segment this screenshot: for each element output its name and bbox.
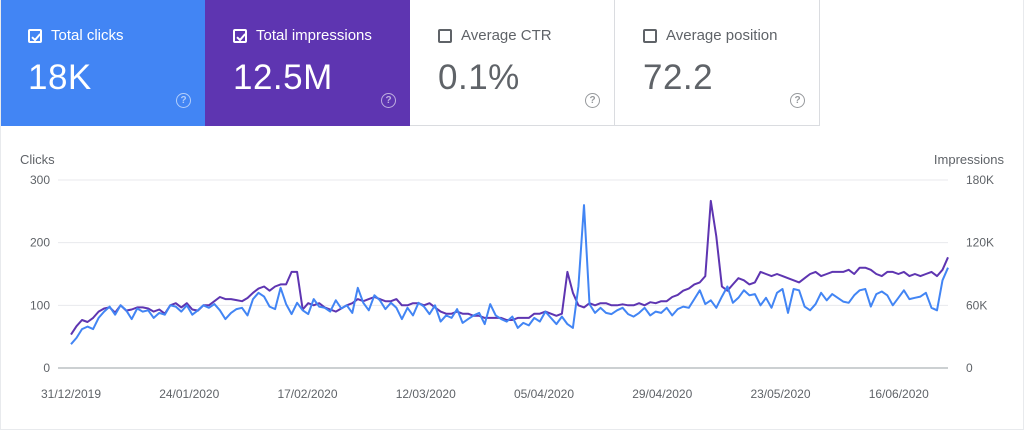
average-ctr-card[interactable]: Average CTR 0.1% ? (410, 0, 615, 126)
y-right-ticks: 0 60K 120K 180K (966, 173, 994, 375)
total-clicks-label: Total clicks (51, 27, 124, 44)
x-tick-label: 31/12/2019 (41, 387, 101, 401)
metric-cards: Total clicks 18K ? Total impressions 12.… (0, 0, 820, 126)
checkbox-checked-icon[interactable] (233, 28, 247, 43)
x-tick-label: 23/05/2020 (750, 387, 810, 401)
total-clicks-card[interactable]: Total clicks 18K ? (0, 0, 205, 126)
help-icon[interactable]: ? (381, 93, 396, 108)
y-right-tick-label: 120K (966, 236, 994, 250)
x-tick-label: 24/01/2020 (159, 387, 219, 401)
total-clicks-value: 18K (28, 58, 92, 97)
checkbox-checked-icon[interactable] (28, 28, 42, 43)
x-ticks: 31/12/2019 24/01/2020 17/02/2020 12/03/2020… (41, 387, 929, 401)
x-tick-label: 17/02/2020 (277, 387, 337, 401)
y-right-axis-label: Impressions (934, 152, 1005, 167)
total-clicks-header: Total clicks (28, 27, 124, 44)
performance-chart[interactable]: Clicks Impressions 0 100 200 300 0 60K 120K 18… (0, 126, 1024, 430)
average-ctr-value: 0.1% (438, 58, 520, 97)
checkbox-unchecked-icon[interactable] (643, 28, 657, 43)
checkbox-unchecked-icon[interactable] (438, 28, 452, 43)
impressions-series-line (70, 199, 949, 336)
series-lines (70, 199, 949, 345)
total-impressions-header: Total impressions (233, 27, 372, 44)
x-tick-label: 29/04/2020 (632, 387, 692, 401)
y-right-tick-label: 180K (966, 173, 994, 187)
help-icon[interactable]: ? (585, 93, 600, 108)
help-icon[interactable]: ? (176, 93, 191, 108)
y-left-axis-label: Clicks (20, 152, 55, 167)
average-position-header: Average position (643, 27, 777, 44)
y-left-tick-label: 200 (30, 236, 50, 250)
total-impressions-label: Total impressions (256, 27, 372, 44)
help-icon[interactable]: ? (790, 93, 805, 108)
y-right-tick-label: 60K (966, 298, 987, 312)
clicks-series-line (70, 204, 949, 345)
average-position-value: 72.2 (643, 58, 714, 97)
y-left-tick-label: 300 (30, 173, 50, 187)
chart-grid (58, 179, 948, 369)
y-left-tick-label: 100 (30, 298, 50, 312)
average-position-label: Average position (666, 27, 778, 44)
average-position-card[interactable]: Average position 72.2 ? (615, 0, 820, 126)
y-left-tick-label: 0 (43, 361, 50, 375)
total-impressions-value: 12.5M (233, 58, 333, 97)
total-impressions-card[interactable]: Total impressions 12.5M ? (205, 0, 410, 126)
x-tick-label: 12/03/2020 (396, 387, 456, 401)
x-tick-label: 05/04/2020 (514, 387, 574, 401)
y-left-ticks: 0 100 200 300 (30, 173, 50, 375)
x-tick-label: 16/06/2020 (869, 387, 929, 401)
average-ctr-header: Average CTR (438, 27, 552, 44)
y-right-tick-label: 0 (966, 361, 973, 375)
average-ctr-label: Average CTR (461, 27, 552, 44)
